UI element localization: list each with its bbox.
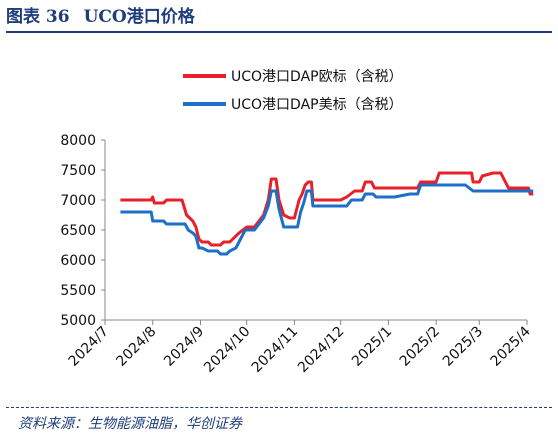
legend-label-eu: UCO港口DAP欧标（含税） <box>231 69 403 85</box>
chart-series <box>120 171 534 256</box>
y-tick-label: 7500 <box>60 163 96 179</box>
x-tick-label: 2024/12 <box>295 324 347 376</box>
x-tick-label: 2025/2 <box>397 324 443 370</box>
line-chart: UCO港口DAP欧标（含税） UCO港口DAP美标（含税） 5000 5500 600… <box>60 69 534 376</box>
title-rule <box>6 31 552 33</box>
chart-legend: UCO港口DAP欧标（含税） UCO港口DAP美标（含税） <box>183 69 403 113</box>
x-tick-label: 2024/9 <box>161 324 207 370</box>
legend-label-us: UCO港口DAP美标（含税） <box>231 97 403 113</box>
y-tick-label: 6000 <box>60 253 96 269</box>
x-tick-label: 2024/7 <box>66 324 112 370</box>
chart-axes: 5000 5500 6000 6500 7000 7500 8000 2024/7 2024/8… <box>60 133 534 376</box>
x-tick-label: 2025/3 <box>440 324 486 370</box>
y-tick-label: 6500 <box>60 223 96 239</box>
figure-title: 图表 36 UCO港口价格 <box>6 4 195 30</box>
y-tick-label: 5500 <box>60 283 96 299</box>
source-note: 资料来源：生物能源油脂，华创证券 <box>18 416 242 432</box>
source-rule <box>6 407 552 408</box>
x-tick-label: 2024/8 <box>113 324 159 370</box>
y-tick-label: 5000 <box>60 313 96 329</box>
x-tick-label: 2025/4 <box>488 323 534 369</box>
y-tick-label: 8000 <box>60 133 96 149</box>
x-tick-label: 2025/1 <box>349 324 395 370</box>
series-line-us <box>120 183 534 256</box>
figure-number: 图表 36 <box>6 7 70 27</box>
figure-title-text: UCO港口价格 <box>83 7 195 27</box>
x-tick-label: 2024/10 <box>201 324 253 376</box>
series-line-eu <box>120 171 534 247</box>
y-tick-label: 7000 <box>60 193 96 209</box>
x-tick-label: 2024/11 <box>249 324 301 376</box>
